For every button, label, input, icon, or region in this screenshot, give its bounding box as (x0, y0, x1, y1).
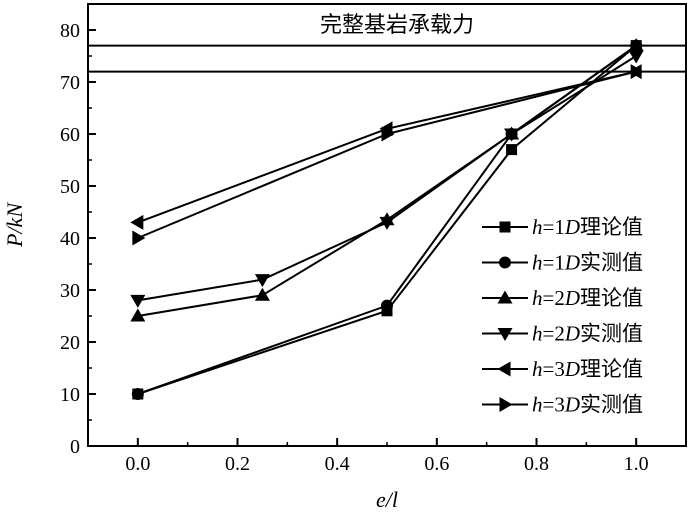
series-6-point (132, 230, 146, 246)
series-5-point (130, 214, 144, 230)
x-tick-label: 0.8 (524, 453, 549, 475)
legend-entry: h=1D实测值 (482, 251, 643, 275)
legend-label: h=2D理论值 (532, 286, 643, 310)
legend: h=1D理论值 h=1D实测值 h=2D理论值 h=2D实测值 h=3D理论值 h=3D实… (482, 215, 643, 417)
series-4-point (130, 294, 146, 308)
series-line-5 (137, 70, 637, 224)
series-4-point (379, 216, 395, 230)
legend-marker (497, 328, 513, 341)
legend-label: h=3D理论值 (532, 357, 643, 381)
legend-marker (499, 256, 511, 269)
legend-label: h=2D实测值 (532, 322, 643, 346)
y-tick-label: 80 (60, 20, 80, 42)
series-6-point (630, 64, 644, 80)
series-4-point (504, 128, 520, 142)
legend-marker (499, 221, 511, 233)
legend-marker (499, 397, 513, 412)
y-tick-label: 50 (60, 176, 80, 198)
legend-entry: h=2D实测值 (482, 322, 643, 346)
legend-marker (497, 290, 513, 304)
series-3-point (130, 308, 146, 322)
series-2-point (131, 388, 144, 400)
legend-entry: h=2D理论值 (482, 286, 643, 310)
y-tick-label: 20 (60, 332, 80, 354)
legend-label: h=1D理论值 (532, 215, 643, 239)
y-tick-label: 10 (60, 384, 80, 406)
y-tick-label: 60 (60, 124, 80, 146)
series-3-point (628, 38, 644, 52)
y-tick-label: 0 (70, 436, 80, 458)
legend-entry: h=3D理论值 (482, 357, 643, 381)
y-axis-title: P/kN (2, 202, 27, 248)
y-tick-label: 70 (60, 72, 80, 94)
legend-label: h=1D实测值 (532, 251, 643, 275)
y-tick-label: 40 (60, 228, 80, 250)
x-tick-label: 0.6 (424, 453, 449, 475)
legend-label: h=3D实测值 (532, 393, 643, 417)
legend-entry: h=1D理论值 (482, 215, 643, 239)
x-axis-title: e/l (376, 487, 398, 512)
annotation-bedrock-capacity: 完整基岩承载力 (320, 13, 474, 38)
x-tick-label: 1.0 (624, 453, 649, 475)
series-1-point (506, 144, 518, 156)
legend-marker (497, 361, 511, 377)
legend-entry: h=3D实测值 (482, 393, 643, 417)
series-3-point (254, 287, 270, 301)
x-tick-label: 0.0 (125, 453, 150, 475)
y-tick-label: 30 (60, 280, 80, 302)
series-4-point (254, 274, 270, 288)
series-line-1 (137, 44, 637, 395)
x-tick-label: 0.2 (225, 453, 250, 475)
x-tick-label: 0.4 (325, 453, 350, 475)
series-4-point (628, 50, 644, 64)
series-6-point (381, 126, 395, 142)
series-2-point (381, 299, 393, 312)
series-line-3 (137, 44, 637, 317)
